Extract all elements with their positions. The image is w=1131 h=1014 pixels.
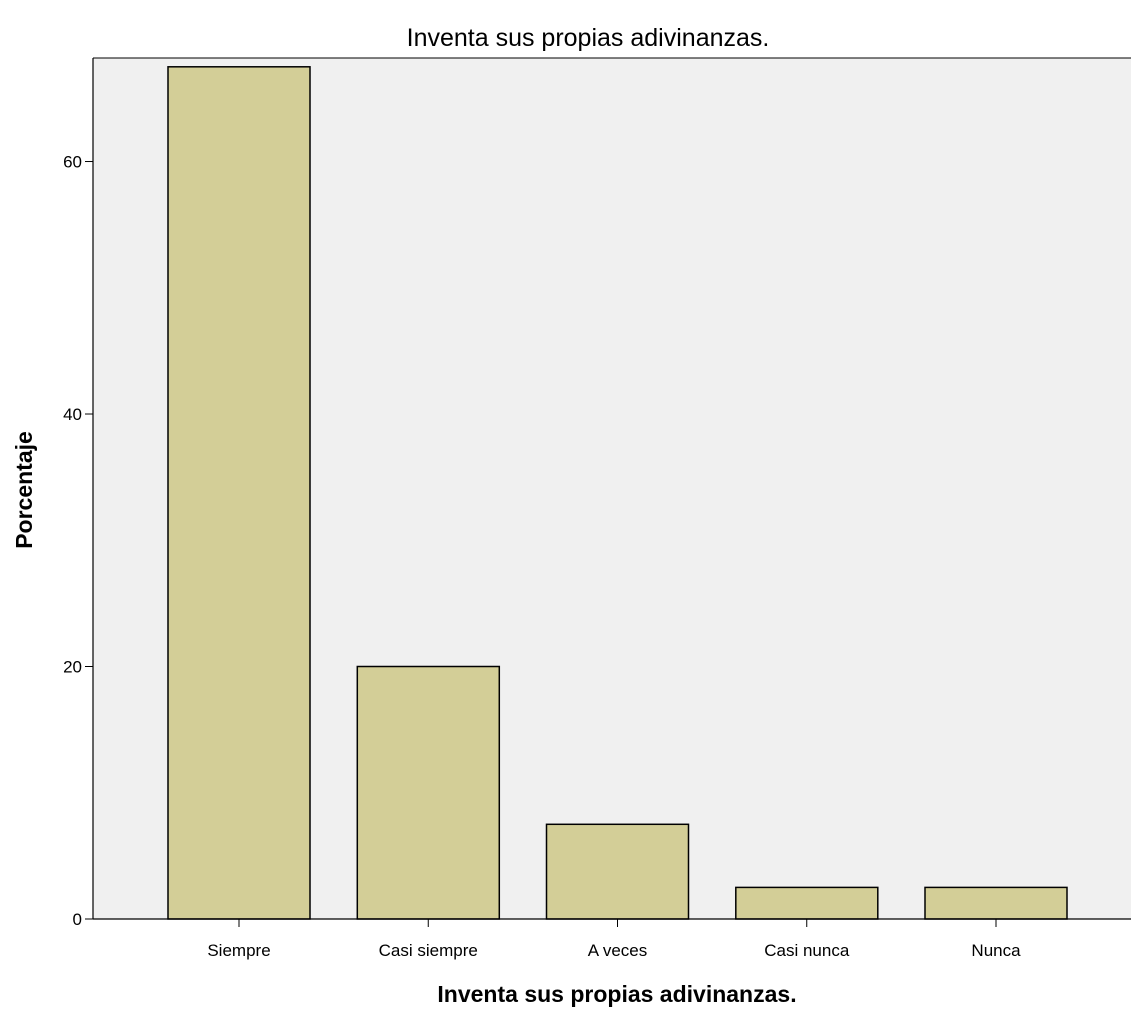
y-tick-label: 0: [73, 910, 82, 929]
x-ticks-group: Siempre Casi siempre A veces Casi nunca Nunc…: [207, 919, 1021, 960]
x-tick-label: Nunca: [971, 941, 1021, 960]
y-tick-label: 20: [63, 658, 82, 677]
x-tick-label: A veces: [588, 941, 648, 960]
chart-title: Inventa sus propias adivinanzas.: [407, 24, 770, 52]
bar-a-veces: [547, 824, 689, 919]
x-axis-title: Inventa sus propias adivinanzas.: [437, 981, 796, 1007]
x-tick-label: Casi siempre: [379, 941, 478, 960]
bar-nunca: [925, 887, 1067, 919]
bar-casi-siempre: [357, 667, 499, 920]
y-tick-label: 60: [63, 153, 82, 172]
y-ticks-group: 0 20 40 60: [63, 153, 93, 929]
y-axis-title: Porcentaje: [11, 431, 37, 549]
bar-casi-nunca: [736, 887, 878, 919]
x-tick-label: Siempre: [207, 941, 270, 960]
bar-siempre: [168, 67, 310, 919]
y-tick-label: 40: [63, 405, 82, 424]
x-tick-label: Casi nunca: [764, 941, 850, 960]
